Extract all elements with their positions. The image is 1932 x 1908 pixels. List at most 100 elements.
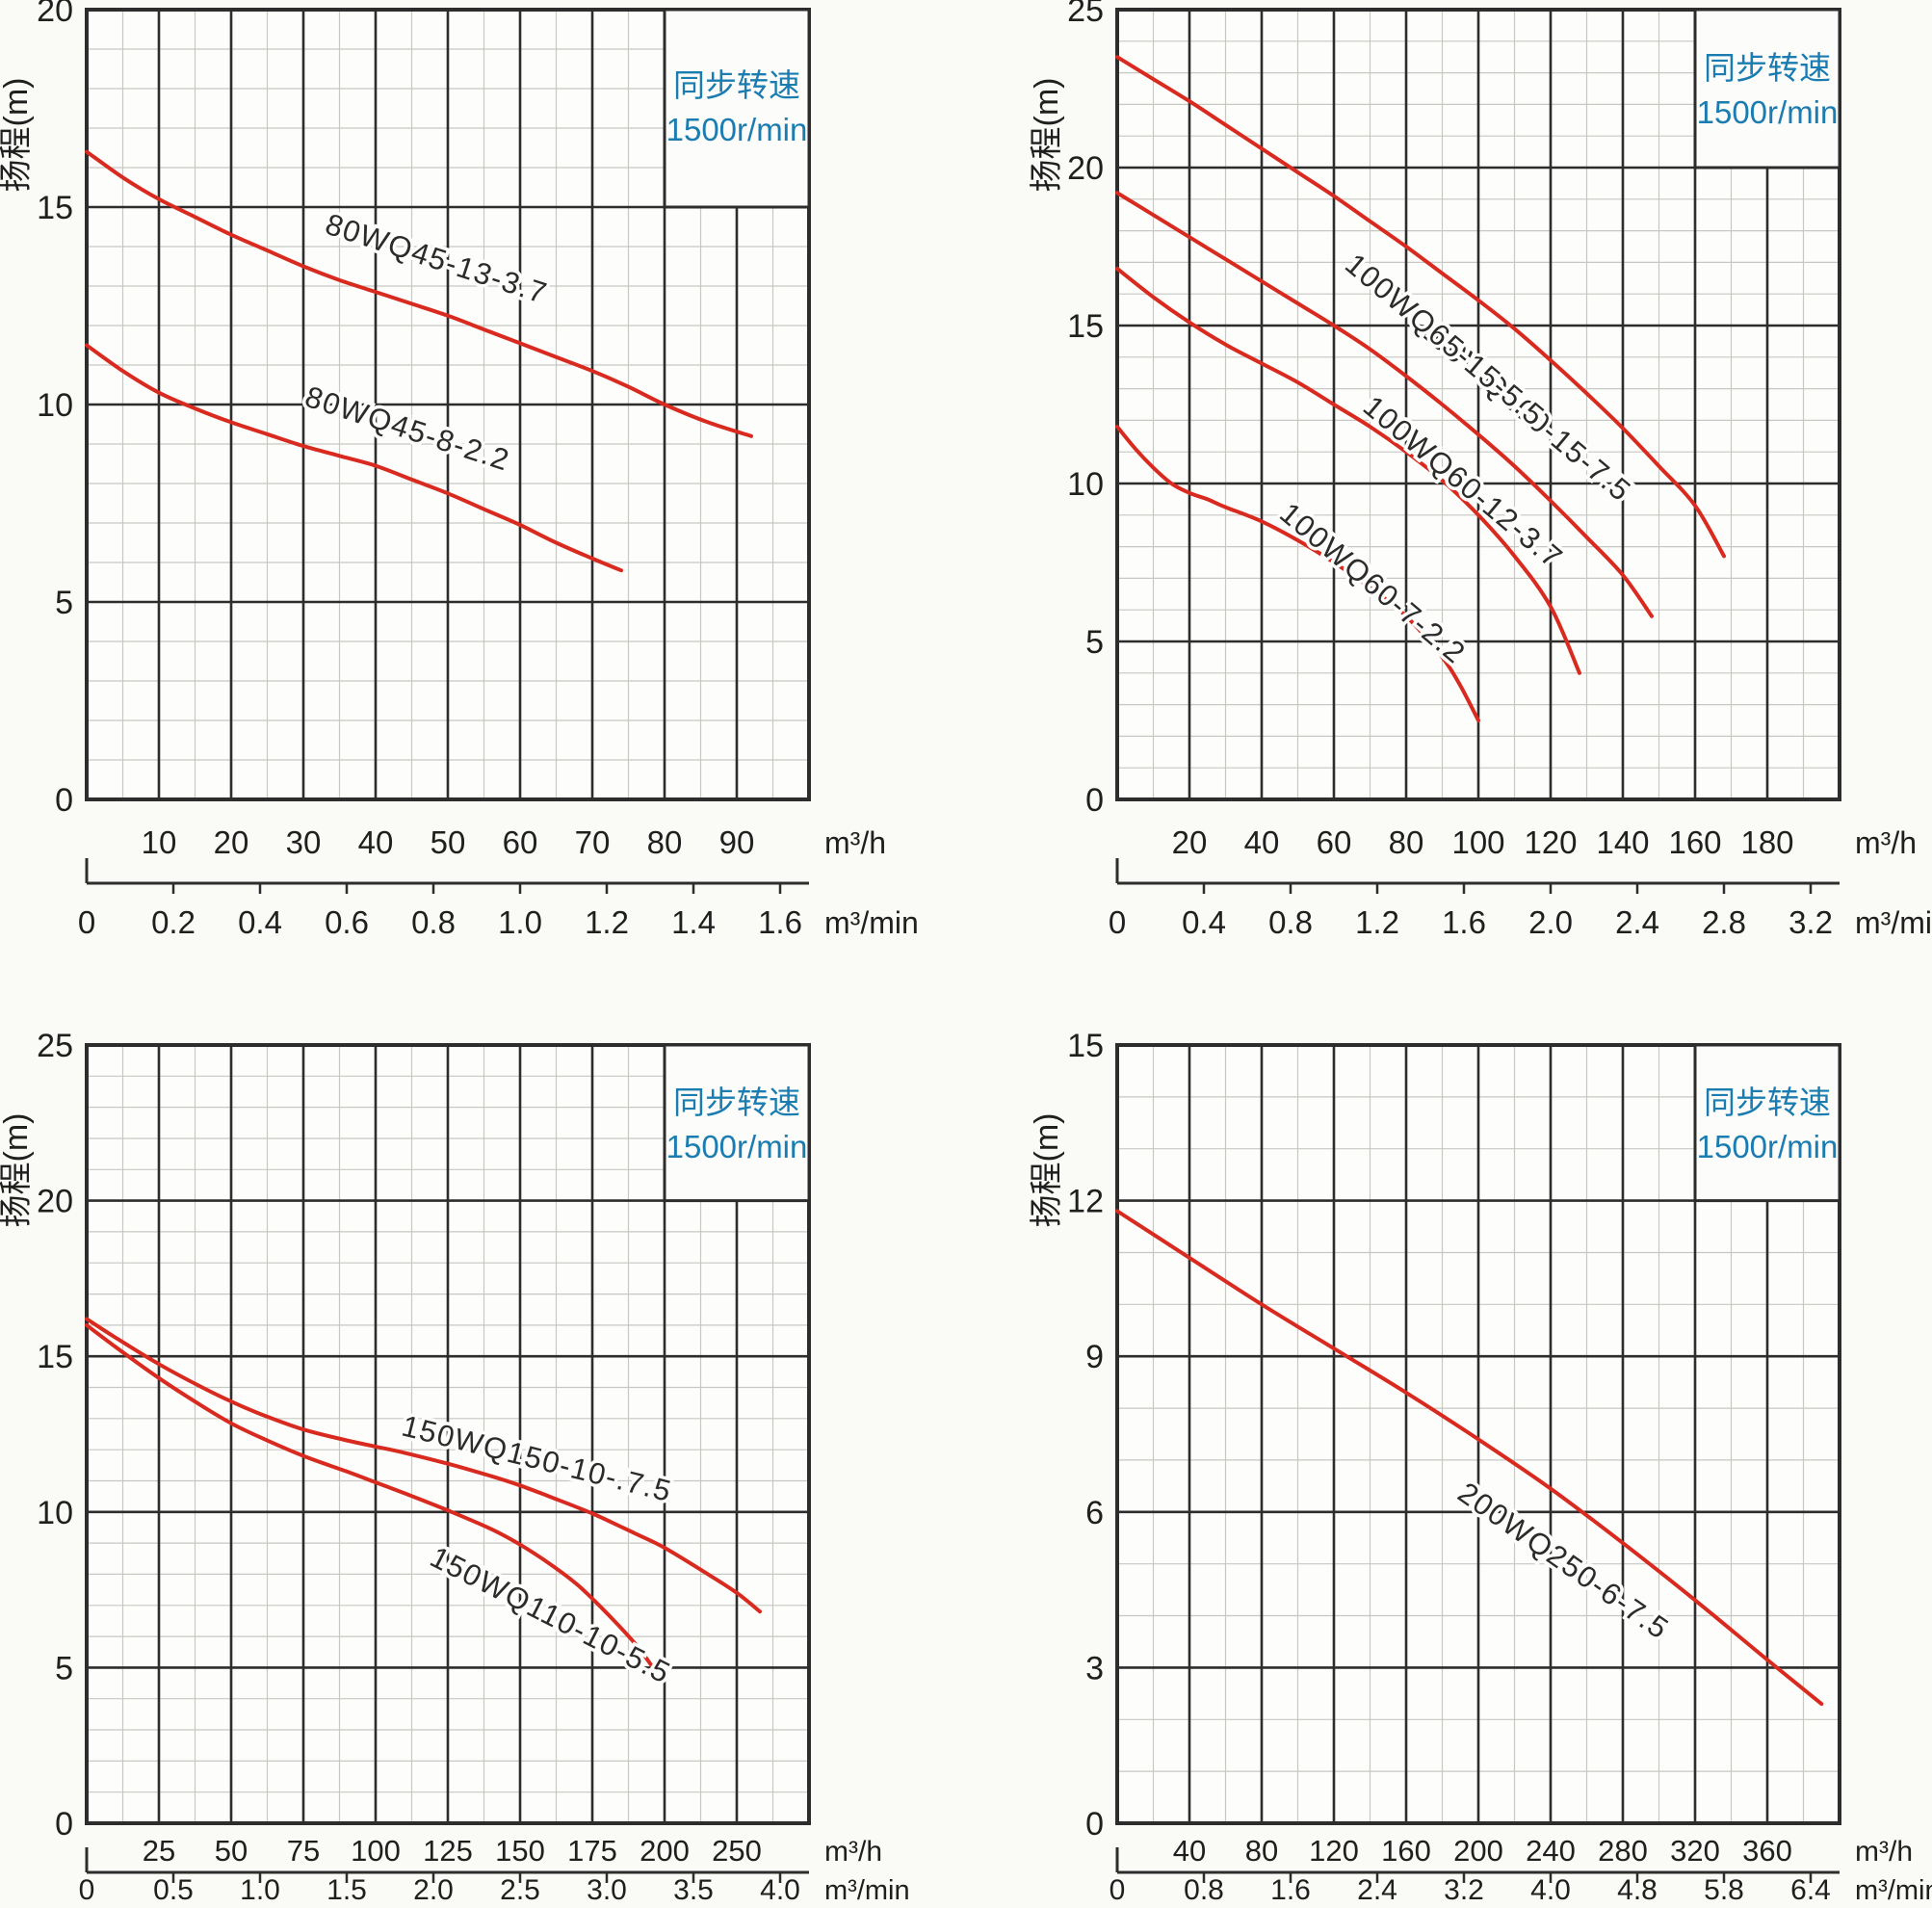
x-tick-label-min: 3.5 [673,1874,714,1903]
x-tick-label-min: 4.0 [760,1874,800,1903]
x-tick-label-h: 20 [214,824,249,860]
x-tick-label-h: 25 [143,1834,175,1868]
x-tick-label-h: 240 [1526,1834,1576,1868]
speed-note-line1: 同步转速 [1704,50,1831,86]
curve-150WQ110-10-5.5 [85,1322,655,1670]
x-tick-label-h: 75 [287,1834,320,1868]
chart-80WQ45-13-3.7: 同步转速1500r/min80WQ45-13-3.780WQ45-8-2.205… [0,0,919,940]
x-tick-label-min: 2.4 [1615,904,1659,940]
x-tick-label-min: 0.2 [151,904,196,940]
secondary-axis-ticks [1202,1872,1813,1883]
x-tick-label-h: 80 [647,824,683,860]
y-tick-label: 0 [55,1806,73,1843]
y-tick-label: 20 [37,1184,73,1220]
x-tick-label-h: 40 [358,824,394,860]
y-tick-label: 12 [1067,1184,1104,1220]
x-tick-label-h: 250 [712,1834,762,1868]
x-tick-label-h: 60 [503,824,538,860]
y-tick-label: 15 [37,190,73,226]
x-tick-label-min: 0 [79,1874,95,1903]
x-tick-label-h: 30 [286,824,322,860]
curve-100WQ60-12-3.7 [1115,266,1581,675]
y-tick-label: 15 [1067,1028,1104,1064]
x-tick-label-h: 200 [1453,1834,1503,1868]
y-tick-label: 9 [1085,1339,1104,1375]
x-tick-label-min: 1.0 [498,904,542,940]
x-tick-label-h: 180 [1740,824,1793,860]
chart-150WQ150-10-.7.5: 同步转速1500r/min150WQ150-10-.7.5150WQ110-10… [0,1028,910,1906]
plot-border [85,1043,811,1825]
speed-note-line1: 同步转速 [673,67,800,103]
plot-border [1115,1043,1841,1825]
x-tick-label-min: 0.4 [1182,904,1226,940]
x-tick-label-min: 1.5 [326,1874,367,1903]
speed-note-box [1693,1043,1841,1203]
x-tick-label-min: 1.6 [758,904,802,940]
x-tick-label-min: 1.6 [1442,904,1486,940]
speed-note-line2: 1500r/min [666,112,808,147]
x-tick-label-min: 0 [1109,904,1126,940]
x-tick-label-min: 2.8 [1702,904,1746,940]
x-unit-h: m³/h [1855,825,1917,860]
y-tick-label: 0 [55,782,73,819]
chart-100WQ100-15-7.5: 同步转速1500r/min100WQ100-15-7.5100WQ65-15-5… [1029,0,1932,940]
y-tick-label: 3 [1085,1650,1104,1686]
curve-200WQ250-6-7.5 [1115,1209,1824,1707]
x-tick-label-min: 2.5 [500,1874,540,1903]
x-tick-label-h: 90 [719,824,755,860]
x-tick-label-min: 3.2 [1788,904,1833,940]
x-tick-label-h: 70 [575,824,611,860]
x-tick-label-min: 0 [1110,1874,1126,1903]
x-tick-label-min: 0.8 [1268,904,1313,940]
y-tick-label: 5 [55,585,73,621]
x-tick-label-min: 3.0 [587,1874,627,1903]
x-tick-label-min: 0.6 [325,904,369,940]
speed-note-line2: 1500r/min [666,1129,808,1164]
x-tick-label-h: 40 [1244,824,1280,860]
x-unit-h: m³/h [1855,1836,1913,1868]
y-tick-label: 0 [1085,782,1104,819]
speed-note-line1: 同步转速 [1704,1085,1831,1120]
secondary-axis-ticks [171,1872,782,1883]
x-unit-h: m³/h [824,1836,882,1868]
x-tick-label-min: 4.0 [1530,1874,1571,1903]
plot-border [85,8,811,801]
y-tick-label: 10 [37,387,73,424]
y-axis-title: 扬程(m) [0,1113,35,1228]
x-tick-label-h: 140 [1596,824,1649,860]
speed-note-box [663,1043,811,1203]
secondary-axis-ticks [171,883,782,894]
x-tick-label-h: 160 [1668,824,1721,860]
x-tick-label-min: 0.4 [238,904,282,940]
x-tick-label-h: 50 [215,1834,248,1868]
x-tick-label-min: 1.0 [240,1874,280,1903]
curve-150WQ150-10-.7.5 [85,1317,762,1614]
x-tick-label-h: 175 [567,1834,617,1868]
x-tick-label-min: 4.8 [1617,1874,1658,1903]
x-tick-label-min: 0.8 [411,904,456,940]
y-axis-title: 扬程(m) [0,78,35,193]
chart-200WQ250-6-7.5: 同步转速1500r/min200WQ250-6-7.503691215扬程(m)… [1029,1028,1932,1906]
x-tick-label-min: 2.4 [1357,1874,1397,1903]
y-tick-label: 10 [1067,466,1104,503]
major-grid [1117,1045,1840,1823]
x-tick-label-h: 120 [1524,824,1577,860]
y-tick-label: 0 [1085,1806,1104,1843]
x-tick-label-min: 1.4 [671,904,716,940]
x-tick-label-min: 1.6 [1270,1874,1311,1903]
x-tick-label-h: 100 [351,1834,401,1868]
x-tick-label-h: 280 [1598,1834,1648,1868]
y-axis-title: 扬程(m) [1029,78,1065,193]
secondary-axis-ticks [1202,883,1813,894]
y-tick-label: 20 [37,0,73,29]
x-tick-label-h: 40 [1173,1834,1206,1868]
x-unit-min: m³/min [824,1875,910,1903]
curve-80WQ45-13-3.7 [85,149,753,438]
x-tick-label-h: 10 [142,824,177,860]
x-tick-label-h: 320 [1670,1834,1720,1868]
x-tick-label-h: 80 [1389,824,1424,860]
x-unit-min: m³/min [1855,905,1932,940]
curve-100WQ60-7-2.2 [1115,424,1480,722]
x-tick-label-h: 60 [1317,824,1352,860]
y-tick-label: 15 [1067,308,1104,345]
